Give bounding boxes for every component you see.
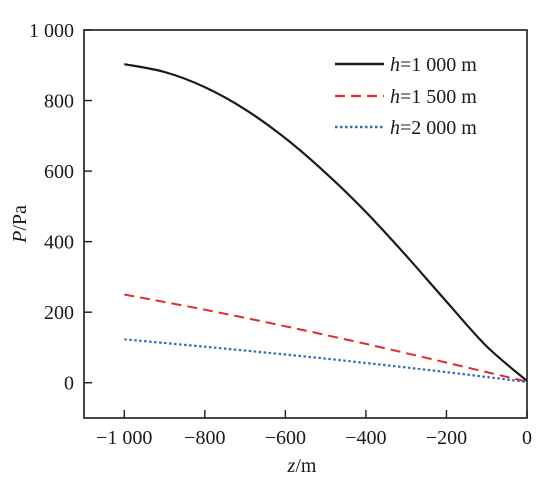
y-tick-label: 1 000 bbox=[29, 20, 74, 42]
y-tick-label: 200 bbox=[44, 302, 74, 324]
y-axis-label: P/Pa bbox=[9, 205, 31, 244]
legend-label-1: h=1 000 m bbox=[390, 54, 477, 76]
x-axis-label-var: z bbox=[287, 455, 296, 477]
plot-frame bbox=[83, 29, 528, 419]
legend-label-var: h bbox=[390, 86, 400, 108]
x-axis-label-unit: /m bbox=[295, 455, 317, 477]
series-line-2 bbox=[124, 293, 528, 383]
y-tick-label: 600 bbox=[44, 161, 74, 183]
y-axis-label-unit: /Pa bbox=[9, 205, 31, 231]
x-axis-label: z/m bbox=[287, 455, 317, 477]
legend-label-rest: =1 500 m bbox=[400, 86, 477, 108]
x-tick-label: −400 bbox=[345, 427, 386, 449]
legend-label-var: h bbox=[390, 54, 400, 76]
x-tick-label: 0 bbox=[522, 427, 532, 449]
x-axis-ticks: −1 000 −800 −600 −400 −200 0 bbox=[96, 410, 532, 449]
x-tick-label: −200 bbox=[426, 427, 467, 449]
legend-label-rest: =2 000 m bbox=[400, 117, 477, 139]
x-tick-label: −600 bbox=[265, 427, 306, 449]
series-lines bbox=[124, 63, 528, 384]
legend-label-2: h=1 500 m bbox=[390, 86, 477, 108]
legend-label-3: h=2 000 m bbox=[390, 117, 477, 139]
y-tick-label: 400 bbox=[44, 232, 74, 254]
y-tick-label: 800 bbox=[44, 91, 74, 113]
x-tick-label: −1 000 bbox=[96, 427, 152, 449]
y-axis-ticks: 0 200 400 600 800 1 000 bbox=[29, 20, 92, 395]
series-line-1 bbox=[124, 63, 528, 382]
y-axis-label-var: P bbox=[9, 231, 31, 244]
legend-label-rest: =1 000 m bbox=[400, 54, 477, 76]
x-tick-label: −800 bbox=[184, 427, 225, 449]
legend: h=1 000 mh=1 500 mh=2 000 m bbox=[335, 54, 477, 139]
series-line-3 bbox=[124, 338, 528, 384]
legend-label-var: h bbox=[390, 117, 400, 139]
y-tick-label: 0 bbox=[64, 373, 74, 395]
